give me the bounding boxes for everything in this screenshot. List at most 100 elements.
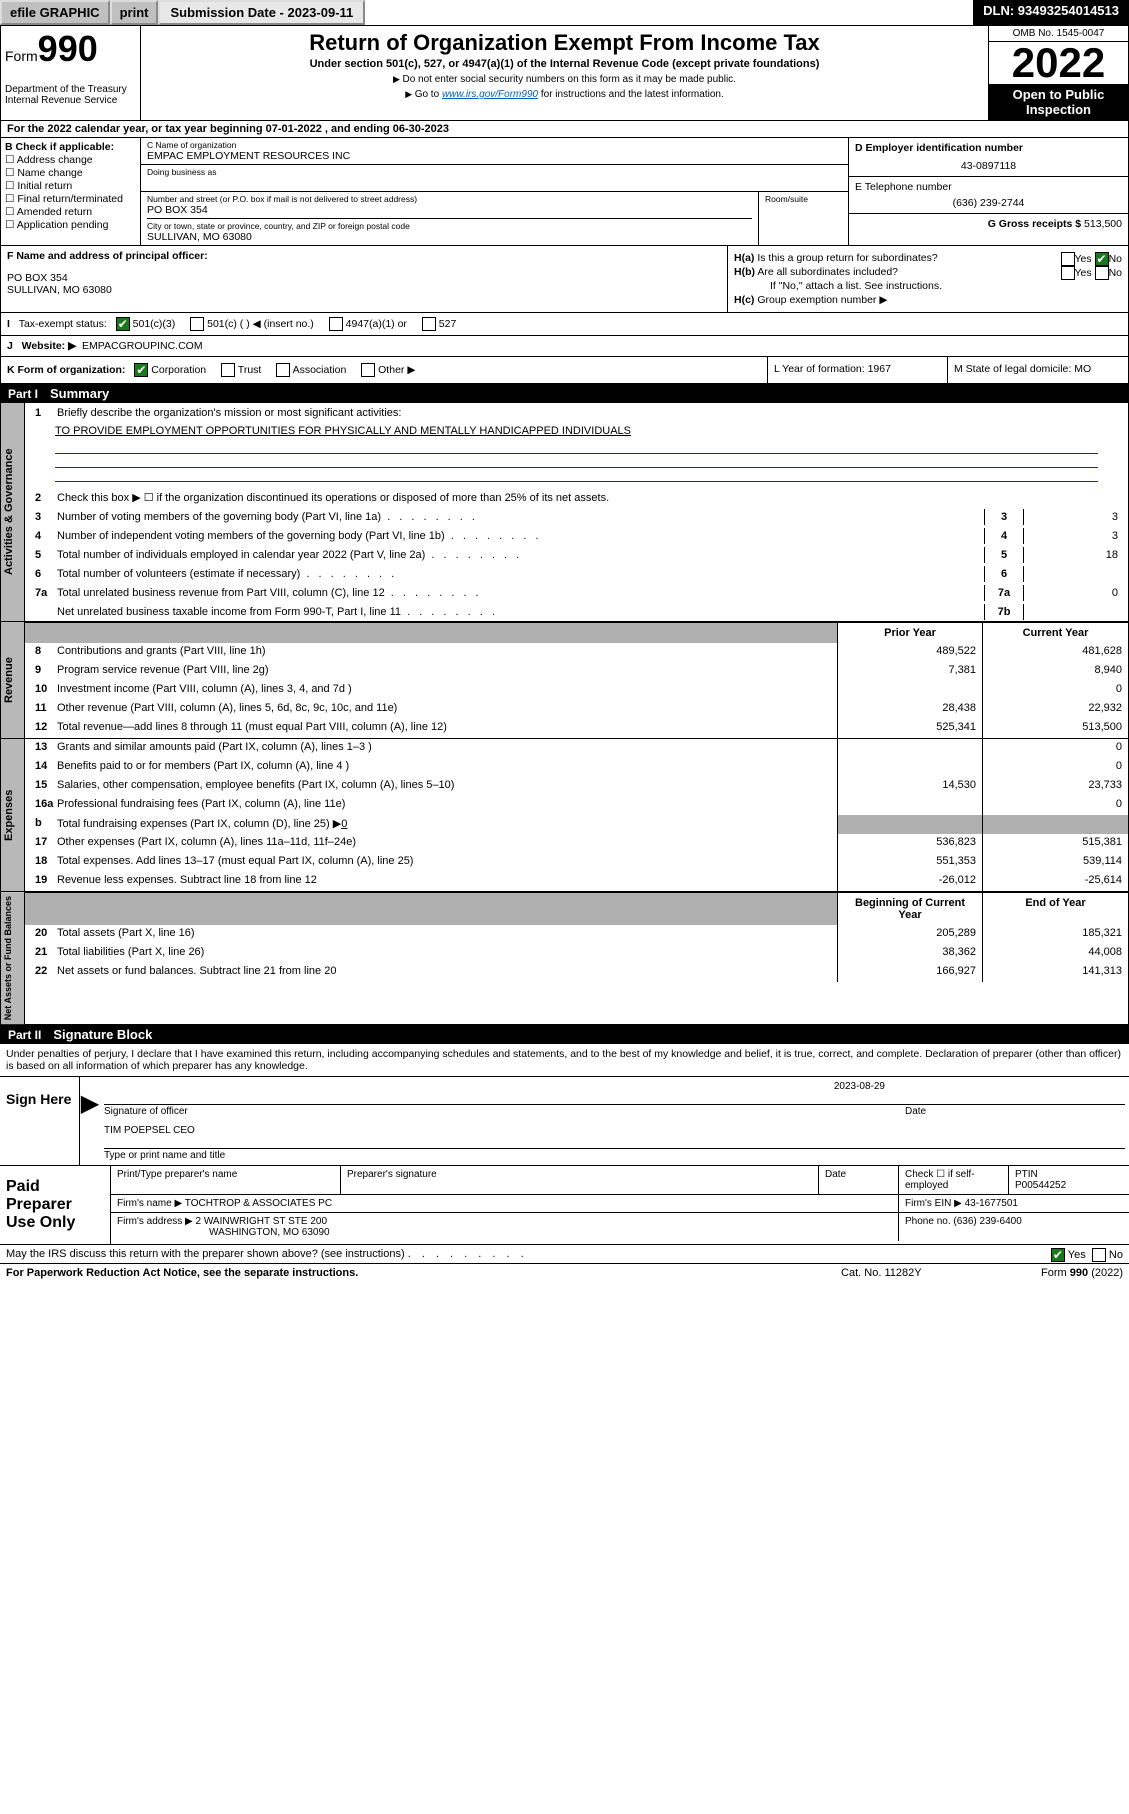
m-label: M State of legal domicile: (954, 363, 1071, 375)
sign-here-row: Sign Here ▶ 2023-08-29 Signature of offi… (0, 1077, 1129, 1166)
vtab-revenue: Revenue (1, 622, 25, 738)
form-prefix: Form (5, 48, 38, 64)
d-ein-label: D Employer identification number (855, 142, 1122, 154)
part2-header: Part II Signature Block (0, 1025, 1129, 1044)
part2-title: Signature Block (53, 1027, 152, 1042)
l18-prior: 551,353 (838, 853, 983, 872)
ha-yes[interactable] (1061, 252, 1075, 266)
chk-4947[interactable] (329, 317, 343, 331)
g-gross-value: 513,500 (1084, 218, 1122, 230)
discuss-label: May the IRS discuss this return with the… (6, 1248, 405, 1260)
l4-val: 3 (1024, 528, 1124, 544)
hb-note: If "No," attach a list. See instructions… (734, 280, 1122, 292)
firm-addr2: WASHINGTON, MO 63090 (117, 1227, 330, 1238)
chk-final-return[interactable]: Final return/terminated (5, 193, 136, 205)
chk-501c[interactable] (190, 317, 204, 331)
firm-addr-label: Firm's address ▶ (117, 1216, 193, 1227)
form-note-1: Do not enter social security numbers on … (145, 74, 984, 85)
m-value: MO (1074, 363, 1091, 375)
l7a-val: 0 (1024, 585, 1124, 601)
l4-label: Number of independent voting members of … (57, 530, 984, 542)
ha-no[interactable]: ✔ (1095, 252, 1109, 266)
blank-line (55, 469, 1098, 482)
chk-application-pending[interactable]: Application pending (5, 219, 136, 231)
f-addr2: SULLIVAN, MO 63080 (7, 284, 721, 296)
g-gross-label: G Gross receipts $ (988, 218, 1081, 230)
tax-year: 2022 (989, 42, 1128, 84)
l21-curr: 44,008 (983, 944, 1128, 963)
l1-label: Briefly describe the organization's miss… (57, 407, 1124, 419)
form-subtitle: Under section 501(c), 527, or 4947(a)(1)… (145, 58, 984, 70)
chk-527[interactable] (422, 317, 436, 331)
chk-initial-return[interactable]: Initial return (5, 180, 136, 192)
chk-other[interactable] (361, 363, 375, 377)
part1-header: Part I Summary (0, 384, 1129, 403)
l6-val (1024, 566, 1124, 582)
footer-catno: Cat. No. 11282Y (841, 1267, 1041, 1279)
l5-label: Total number of individuals employed in … (57, 549, 984, 561)
l20-curr: 185,321 (983, 925, 1128, 944)
opt-assoc: Association (293, 364, 347, 376)
prep-selfemp: Check ☐ if self-employed (899, 1166, 1009, 1194)
chk-corporation[interactable]: ✔ (134, 363, 148, 377)
vtab-expenses: Expenses (1, 739, 25, 891)
l2-label: Check this box ▶ ☐ if the organization d… (57, 491, 1124, 504)
l10-label: Investment income (Part VIII, column (A)… (53, 681, 838, 700)
l19-label: Revenue less expenses. Subtract line 18 … (53, 872, 838, 891)
ha-label: Is this a group return for subordinates? (757, 252, 937, 264)
l15-prior: 14,530 (838, 777, 983, 796)
c-street: PO BOX 354 (147, 204, 752, 216)
form990-link[interactable]: www.irs.gov/Form990 (442, 89, 538, 100)
discuss-no[interactable] (1092, 1248, 1106, 1262)
chk-amended-return[interactable]: Amended return (5, 206, 136, 218)
hb-label: Are all subordinates included? (757, 266, 898, 278)
ein-label: Firm's EIN ▶ (905, 1198, 962, 1209)
firm-name: TOCHTROP & ASSOCIATES PC (185, 1198, 332, 1209)
l16b-label: Total fundraising expenses (Part IX, col… (53, 815, 838, 834)
paid-preparer-label: Paid Preparer Use Only (0, 1166, 110, 1244)
l16a-label: Professional fundraising fees (Part IX, … (53, 796, 838, 815)
chk-association[interactable] (276, 363, 290, 377)
f-officer-label: F Name and address of principal officer: (7, 250, 721, 262)
l10-curr: 0 (983, 681, 1128, 700)
footer-formref: Form 990 (2022) (1041, 1267, 1123, 1279)
i-label: Tax-exempt status: (19, 318, 107, 330)
sig-date-label: Date (905, 1106, 1125, 1117)
prep-name-label: Print/Type preparer's name (111, 1166, 341, 1194)
l7b-label: Net unrelated business taxable income fr… (57, 606, 984, 618)
k-label: K Form of organization: (7, 364, 125, 376)
l11-curr: 22,932 (983, 700, 1128, 719)
l16b-val: 0 (341, 818, 347, 830)
l8-label: Contributions and grants (Part VIII, lin… (53, 643, 838, 662)
note2-post: for instructions and the latest informat… (538, 89, 724, 100)
hb-yes[interactable] (1061, 266, 1075, 280)
dept-treasury: Department of the Treasury (5, 84, 136, 95)
l12-label: Total revenue—add lines 8 through 11 (mu… (53, 719, 838, 738)
vtab-activities: Activities & Governance (1, 403, 25, 621)
c-org-name: EMPAC EMPLOYMENT RESOURCES INC (147, 150, 842, 162)
discuss-yes[interactable]: ✔ (1051, 1248, 1065, 1262)
l1-mission: TO PROVIDE EMPLOYMENT OPPORTUNITIES FOR … (55, 425, 631, 437)
opt-501c3: 501(c)(3) (133, 318, 176, 330)
firm-label: Firm's name ▶ (117, 1198, 182, 1209)
chk-trust[interactable] (221, 363, 235, 377)
chk-501c3[interactable]: ✔ (116, 317, 130, 331)
l9-prior: 7,381 (838, 662, 983, 681)
l15-curr: 23,733 (983, 777, 1128, 796)
l10-prior (838, 681, 983, 700)
summary-body: Activities & Governance 1Briefly describ… (0, 403, 1129, 1025)
opt-527: 527 (439, 318, 457, 330)
sig-name: TIM POEPSEL CEO (104, 1125, 1125, 1136)
l21-label: Total liabilities (Part X, line 26) (53, 944, 838, 963)
chk-name-change[interactable]: Name change (5, 167, 136, 179)
l11-prior: 28,438 (838, 700, 983, 719)
print-button[interactable]: print (110, 0, 159, 25)
c-city-label: City or town, state or province, country… (147, 221, 752, 231)
line-a-tax-year: For the 2022 calendar year, or tax year … (0, 121, 1129, 138)
hdr-beg: Beginning of Current Year (838, 893, 983, 925)
hb-no[interactable] (1095, 266, 1109, 280)
section-b-through-g: B Check if applicable: Address change Na… (0, 138, 1129, 246)
l17-curr: 515,381 (983, 834, 1128, 853)
hc-label: Group exemption number ▶ (757, 294, 887, 306)
chk-address-change[interactable]: Address change (5, 154, 136, 166)
